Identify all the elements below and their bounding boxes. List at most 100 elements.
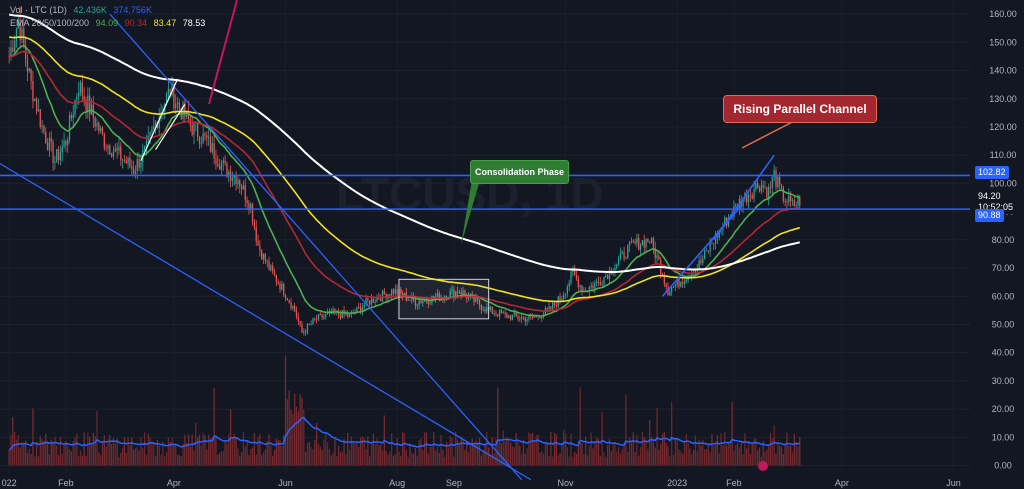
candle <box>597 276 600 287</box>
candle <box>590 282 592 291</box>
volume-bar <box>297 411 299 466</box>
candle <box>546 307 548 313</box>
candle <box>45 127 47 144</box>
candle <box>317 314 320 322</box>
candle-body <box>533 316 536 318</box>
candle-body <box>678 278 680 287</box>
candle <box>337 308 340 319</box>
rising-channel-callout[interactable]: Rising Parallel Channel <box>723 95 877 123</box>
candle <box>766 186 768 200</box>
volume-bar <box>616 451 618 466</box>
consolidation-callout[interactable]: Consolidation Phase <box>470 160 569 184</box>
volume-bar <box>121 447 124 466</box>
candle-body <box>418 301 420 305</box>
candle <box>239 178 241 194</box>
candle <box>143 145 146 152</box>
volume-bar <box>246 441 248 466</box>
volume-bar <box>649 420 651 466</box>
volume-bar <box>467 452 470 466</box>
candle <box>499 309 501 321</box>
candle <box>416 303 418 310</box>
volume-bar <box>425 432 428 466</box>
volume-bar <box>627 451 629 466</box>
candle <box>288 299 290 304</box>
volume-bar <box>797 446 799 466</box>
candle-body <box>486 307 488 312</box>
volume-bar <box>466 441 468 466</box>
candle-body <box>380 298 382 302</box>
volume-bar <box>736 443 739 466</box>
candle-body <box>312 318 314 325</box>
ema100-value: 83.47 <box>153 18 177 28</box>
candle-body <box>103 134 105 149</box>
candle <box>641 239 644 246</box>
candle <box>127 156 129 170</box>
volume-bar <box>517 441 519 466</box>
candle-body <box>482 309 484 311</box>
volume-bar <box>85 455 87 466</box>
volume-bar <box>619 453 622 466</box>
volume-bar <box>184 434 186 466</box>
candle-body <box>32 81 34 102</box>
candle <box>153 116 155 130</box>
volume-bar <box>535 435 537 466</box>
candle-body <box>797 197 799 205</box>
candle <box>330 308 332 315</box>
candle-body <box>429 303 431 304</box>
volume-bar <box>746 448 748 466</box>
candle <box>409 299 411 301</box>
volume-bar <box>680 451 682 466</box>
volume-bar <box>24 440 27 466</box>
candle-body <box>517 316 519 319</box>
candle-body <box>654 247 656 258</box>
volume-bar <box>52 441 54 466</box>
volume-bar <box>542 453 545 466</box>
candle-body <box>788 195 790 203</box>
candle <box>682 277 684 288</box>
candle <box>202 124 204 145</box>
candle <box>191 115 193 137</box>
candle-body <box>264 253 267 262</box>
candle-body <box>777 176 779 188</box>
candle-body <box>310 324 312 325</box>
volume-bar <box>34 456 36 466</box>
candle-body <box>158 116 160 129</box>
candle-body <box>305 331 307 333</box>
price-tick-label: 150.00 <box>989 37 1017 47</box>
candle <box>566 284 568 298</box>
candle <box>206 131 208 146</box>
volume-bar <box>678 449 680 466</box>
candle <box>771 175 773 196</box>
candle-body <box>683 281 686 284</box>
candle <box>301 321 303 333</box>
volume-bar <box>79 450 82 466</box>
candle-body <box>83 96 85 101</box>
candle-body <box>136 159 138 172</box>
candle-body <box>764 187 766 189</box>
candle-body <box>757 183 759 189</box>
candle-body <box>742 199 744 207</box>
candle-body <box>290 302 292 309</box>
ema200-line <box>8 13 800 273</box>
volume-bar <box>233 433 235 466</box>
candle-body <box>409 299 411 301</box>
volume-bar <box>689 448 691 466</box>
candle <box>211 136 213 155</box>
candle-body <box>165 93 168 104</box>
volume-bar <box>665 443 667 466</box>
candle <box>43 124 45 135</box>
candle-body <box>627 245 629 259</box>
candle-body <box>107 145 109 149</box>
time-tick-label: Aug <box>389 478 405 488</box>
candle <box>722 222 724 236</box>
volume-bar <box>674 437 676 466</box>
candle-body <box>422 301 424 304</box>
volume-bar <box>482 449 484 466</box>
candle <box>599 276 601 286</box>
volume-bar <box>149 436 151 466</box>
candle <box>758 185 761 193</box>
volume-bar <box>255 454 257 466</box>
candle-body <box>682 282 684 284</box>
volume-bar <box>228 433 230 466</box>
